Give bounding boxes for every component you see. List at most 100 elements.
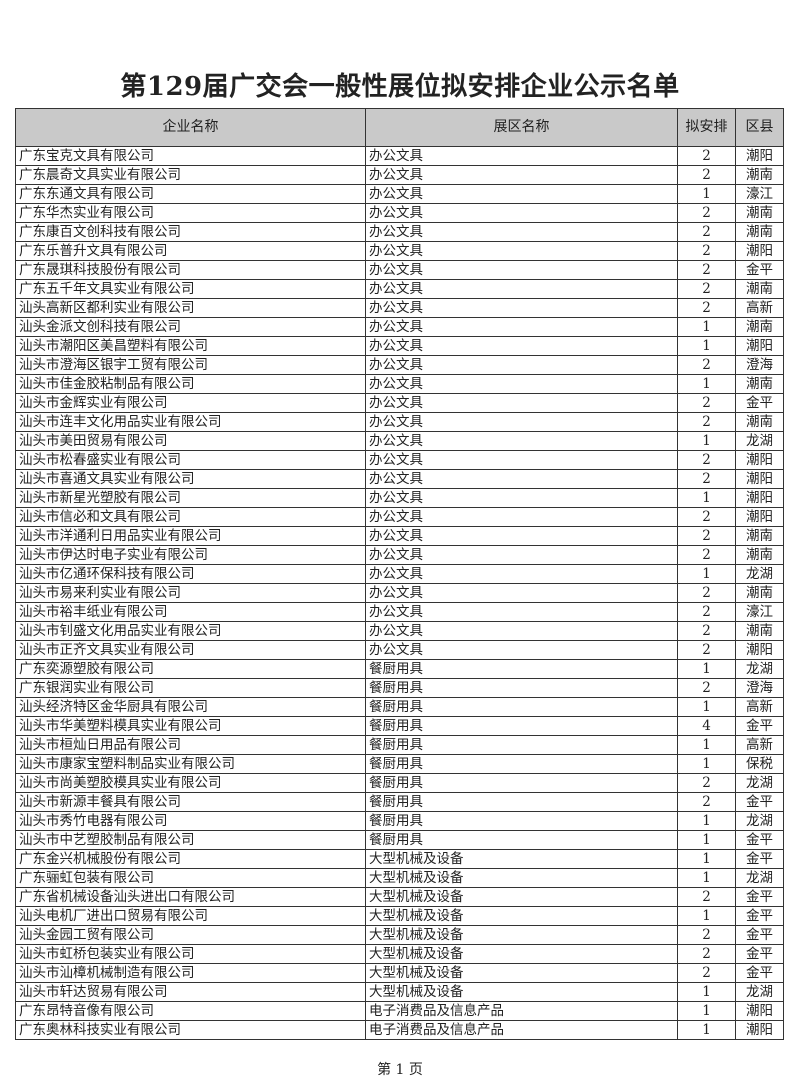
zone-name-cell: 办公文具 — [365, 469, 678, 489]
table-row: 广东奕源塑胶有限公司 餐厨用具 1 龙湖 — [15, 659, 784, 679]
zone-name-cell: 大型机械及设备 — [365, 944, 678, 964]
booth-count-cell: 1 — [677, 982, 736, 1002]
zone-name-cell: 办公文具 — [365, 450, 678, 470]
booth-count-cell: 2 — [677, 602, 736, 622]
zone-name-cell: 餐厨用具 — [365, 773, 678, 793]
booth-count-cell: 1 — [677, 659, 736, 679]
zone-name-cell: 办公文具 — [365, 184, 678, 204]
district-cell: 金平 — [735, 906, 784, 926]
booth-count-cell: 1 — [677, 564, 736, 584]
table-row: 汕头市亿通环保科技有限公司 办公文具 1 龙湖 — [15, 564, 784, 584]
company-name-cell: 广东晟琪科技股份有限公司 — [15, 260, 366, 280]
district-cell: 濠江 — [735, 184, 784, 204]
company-name-cell: 广东乐普升文具有限公司 — [15, 241, 366, 261]
column-header-zone: 展区名称 — [365, 108, 678, 147]
table-row: 汕头市美田贸易有限公司 办公文具 1 龙湖 — [15, 431, 784, 451]
zone-name-cell: 办公文具 — [365, 564, 678, 584]
booth-count-cell: 2 — [677, 640, 736, 660]
zone-name-cell: 餐厨用具 — [365, 735, 678, 755]
district-cell: 金平 — [735, 944, 784, 964]
company-name-cell: 汕头电机厂进出口贸易有限公司 — [15, 906, 366, 926]
table-row: 广东五千年文具实业有限公司 办公文具 2 潮南 — [15, 279, 784, 299]
table-row: 汕头市中艺塑胶制品有限公司 餐厨用具 1 金平 — [15, 830, 784, 850]
booth-count-cell: 2 — [677, 925, 736, 945]
booth-count-cell: 2 — [677, 279, 736, 299]
booth-count-cell: 2 — [677, 792, 736, 812]
booth-count-cell: 2 — [677, 944, 736, 964]
company-name-cell: 汕头市金辉实业有限公司 — [15, 393, 366, 413]
district-cell: 金平 — [735, 849, 784, 869]
table-row: 汕头市伊达时电子实业有限公司 办公文具 2 潮南 — [15, 545, 784, 565]
table-row: 汕头市秀竹电器有限公司 餐厨用具 1 龙湖 — [15, 811, 784, 831]
booth-count-cell: 2 — [677, 526, 736, 546]
district-cell: 潮阳 — [735, 450, 784, 470]
company-name-cell: 广东康百文创科技有限公司 — [15, 222, 366, 242]
district-cell: 高新 — [735, 697, 784, 717]
table-row: 广东晨奇文具实业有限公司 办公文具 2 潮南 — [15, 165, 784, 185]
district-cell: 潮南 — [735, 317, 784, 337]
district-cell: 潮阳 — [735, 241, 784, 261]
zone-name-cell: 餐厨用具 — [365, 754, 678, 774]
zone-name-cell: 办公文具 — [365, 412, 678, 432]
booth-count-cell: 1 — [677, 697, 736, 717]
district-cell: 龙湖 — [735, 431, 784, 451]
district-cell: 潮南 — [735, 583, 784, 603]
company-name-cell: 汕头金派文创科技有限公司 — [15, 317, 366, 337]
booth-count-cell: 1 — [677, 811, 736, 831]
zone-name-cell: 办公文具 — [365, 507, 678, 527]
company-name-cell: 汕头市汕樟机械制造有限公司 — [15, 963, 366, 983]
booth-count-cell: 1 — [677, 184, 736, 204]
zone-name-cell: 餐厨用具 — [365, 678, 678, 698]
zone-name-cell: 大型机械及设备 — [365, 963, 678, 983]
booth-count-cell: 1 — [677, 735, 736, 755]
district-cell: 潮阳 — [735, 640, 784, 660]
company-name-cell: 汕头市亿通环保科技有限公司 — [15, 564, 366, 584]
company-name-cell: 广东东通文具有限公司 — [15, 184, 366, 204]
district-cell: 潮南 — [735, 165, 784, 185]
booth-count-cell: 1 — [677, 317, 736, 337]
zone-name-cell: 大型机械及设备 — [365, 887, 678, 907]
company-name-cell: 汕头市华美塑料模具实业有限公司 — [15, 716, 366, 736]
booth-count-cell: 1 — [677, 1001, 736, 1021]
zone-name-cell: 办公文具 — [365, 146, 678, 166]
company-name-cell: 汕头市新源丰餐具有限公司 — [15, 792, 366, 812]
district-cell: 潮南 — [735, 545, 784, 565]
table-row: 汕头市连丰文化用品实业有限公司 办公文具 2 潮南 — [15, 412, 784, 432]
booth-count-cell: 2 — [677, 393, 736, 413]
company-name-cell: 汕头市伊达时电子实业有限公司 — [15, 545, 366, 565]
zone-name-cell: 办公文具 — [365, 203, 678, 223]
booth-count-cell: 2 — [677, 260, 736, 280]
booth-count-cell: 1 — [677, 336, 736, 356]
booth-count-cell: 2 — [677, 583, 736, 603]
district-cell: 金平 — [735, 963, 784, 983]
district-cell: 龙湖 — [735, 811, 784, 831]
table-row: 汕头市虹桥包装实业有限公司 大型机械及设备 2 金平 — [15, 944, 784, 964]
table-row: 广东东通文具有限公司 办公文具 1 濠江 — [15, 184, 784, 204]
table-row: 广东康百文创科技有限公司 办公文具 2 潮南 — [15, 222, 784, 242]
table-row: 汕头市信必和文具有限公司 办公文具 2 潮阳 — [15, 507, 784, 527]
company-name-cell: 汕头市裕丰纸业有限公司 — [15, 602, 366, 622]
zone-name-cell: 大型机械及设备 — [365, 868, 678, 888]
zone-name-cell: 餐厨用具 — [365, 697, 678, 717]
table-row: 汕头市汕樟机械制造有限公司 大型机械及设备 2 金平 — [15, 963, 784, 983]
table-row: 汕头市新源丰餐具有限公司 餐厨用具 2 金平 — [15, 792, 784, 812]
zone-name-cell: 办公文具 — [365, 279, 678, 299]
company-name-cell: 汕头市潮阳区美昌塑料有限公司 — [15, 336, 366, 356]
column-header-district: 区县 — [735, 108, 784, 147]
district-cell: 潮阳 — [735, 336, 784, 356]
booth-count-cell: 2 — [677, 678, 736, 698]
district-cell: 潮阳 — [735, 146, 784, 166]
company-name-cell: 汕头经济特区金华厨具有限公司 — [15, 697, 366, 717]
company-name-cell: 汕头市洋通利日用品实业有限公司 — [15, 526, 366, 546]
company-name-cell: 汕头市喜通文具实业有限公司 — [15, 469, 366, 489]
zone-name-cell: 办公文具 — [365, 165, 678, 185]
booth-count-cell: 2 — [677, 545, 736, 565]
district-cell: 保税 — [735, 754, 784, 774]
zone-name-cell: 办公文具 — [365, 393, 678, 413]
zone-name-cell: 办公文具 — [365, 488, 678, 508]
booth-count-cell: 2 — [677, 450, 736, 470]
zone-name-cell: 办公文具 — [365, 336, 678, 356]
company-name-cell: 汕头高新区都利实业有限公司 — [15, 298, 366, 318]
booth-count-cell: 2 — [677, 298, 736, 318]
table-row: 广东金兴机械股份有限公司 大型机械及设备 1 金平 — [15, 849, 784, 869]
